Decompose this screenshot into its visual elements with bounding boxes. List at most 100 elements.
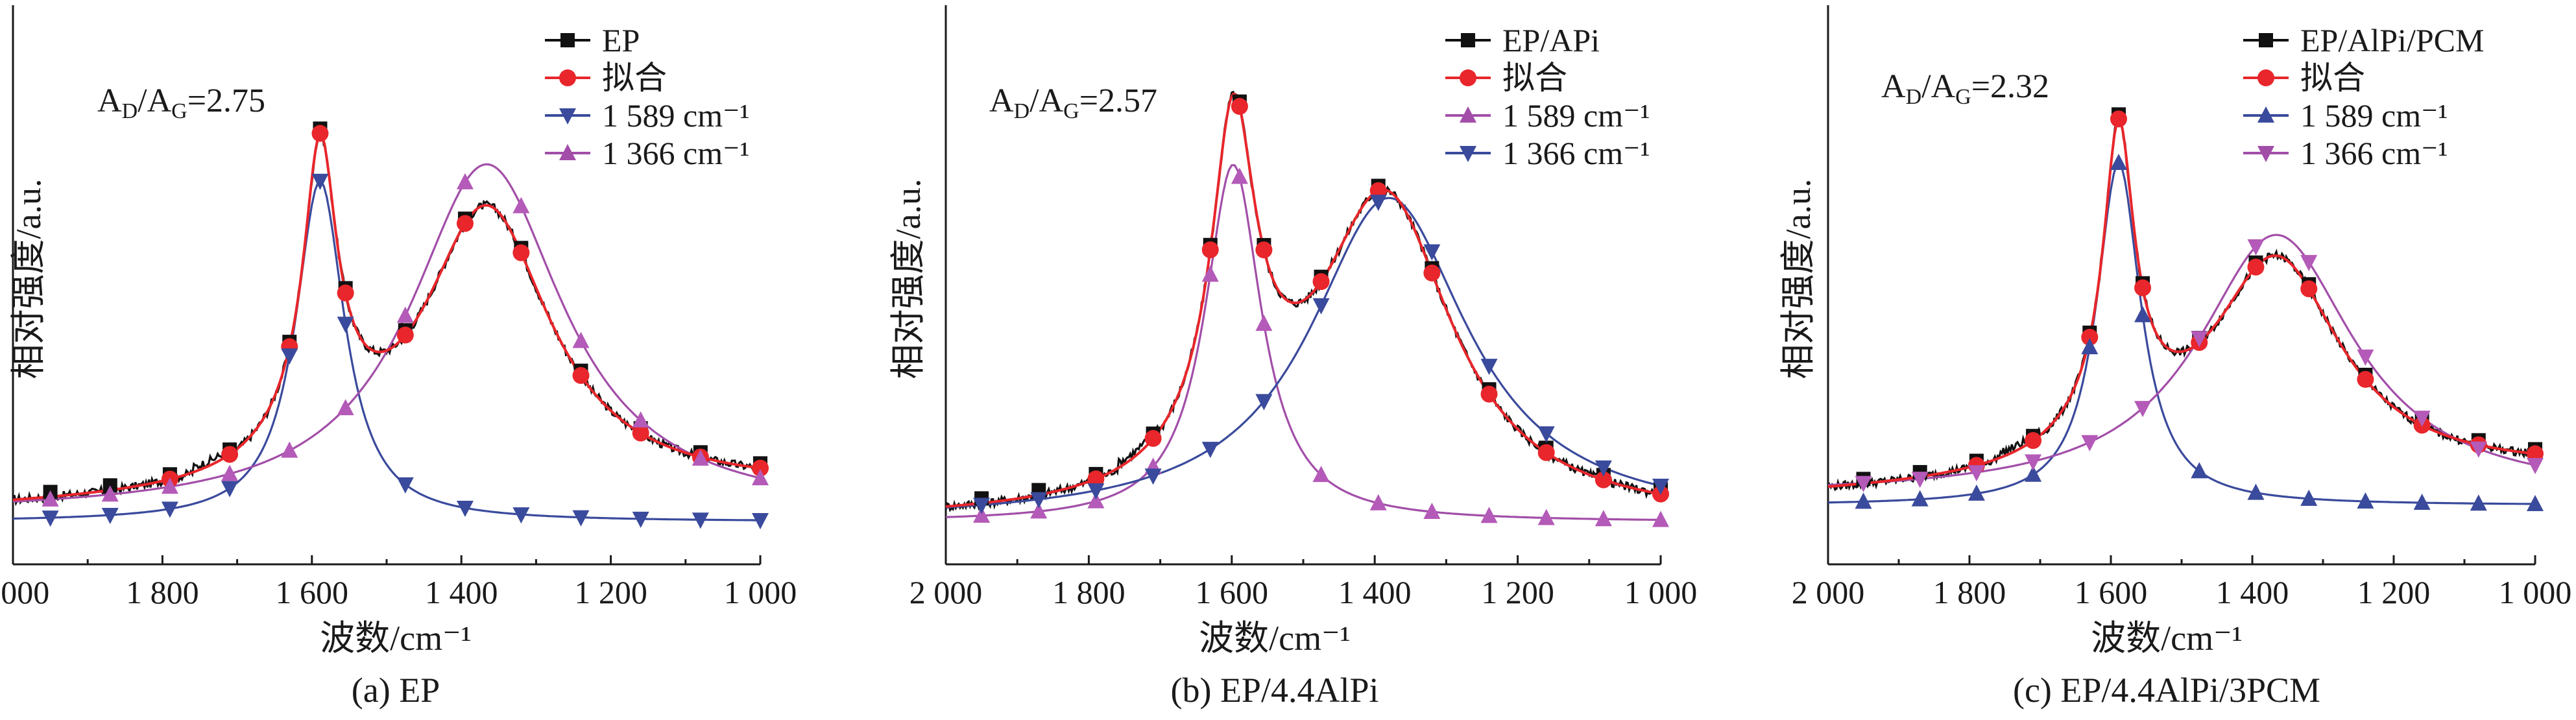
component-point [2081, 435, 2099, 451]
component-point [1255, 394, 1273, 411]
fit-point [1480, 385, 1498, 403]
fit-point [1537, 444, 1555, 461]
component-point [1030, 492, 1048, 509]
component-point [752, 469, 769, 486]
component-point [161, 501, 178, 518]
component-point [1855, 475, 1872, 492]
x-tick-label: 1 400 [1338, 574, 1412, 610]
legend-marker [2257, 69, 2274, 86]
panel-b: 2 000 1 800 1 600 1 400 1 200 1 000 相对强度/a.u.… [889, 5, 1697, 710]
component-point [281, 348, 298, 365]
component-point [1855, 492, 1872, 509]
fit-point [632, 424, 649, 442]
component-point [632, 411, 649, 428]
component-point [1537, 426, 1555, 443]
legend-marker [559, 69, 576, 86]
component-point [1369, 494, 1387, 510]
legend-label: EP [602, 22, 640, 58]
component-point [1201, 442, 1219, 459]
legend-marker [1460, 69, 1476, 86]
x-tick-label: 1 600 [2075, 574, 2148, 610]
legend-item: EP/APi [1445, 22, 1600, 58]
legend-label: EP/APi [1502, 22, 1600, 58]
x-tick-label: 1 200 [574, 574, 647, 610]
legend-label: 1 589 cm⁻¹ [1502, 97, 1650, 134]
legend-item: EP [545, 22, 640, 58]
x-tick-label: 1 400 [2216, 574, 2289, 610]
component-point [2081, 338, 2099, 355]
component-point [2357, 492, 2374, 509]
component-point [281, 441, 298, 458]
component-point [311, 173, 329, 190]
legend-label: 1 366 cm⁻¹ [1502, 135, 1650, 171]
component-point [2300, 255, 2318, 272]
fit-point [1231, 98, 1248, 115]
component-point [512, 197, 530, 213]
x-tick-label: 1 000 [2499, 574, 2572, 610]
panel-c-ratio: AD/AG=2.32 [1881, 68, 2049, 109]
x-tick-label: 1 400 [425, 574, 498, 610]
component-point [1312, 466, 1330, 483]
component-point [1312, 298, 1330, 315]
component-point [1144, 468, 1162, 485]
component-point [1480, 507, 1498, 523]
fit-line [1827, 116, 2535, 488]
component-point [221, 464, 239, 481]
panel-a: 2 000 1 800 1 600 1 400 1 200 1 000 相对强度/a.u.… [0, 5, 797, 710]
component-point [2413, 411, 2431, 427]
fit-point [1312, 273, 1330, 291]
x-tick-label: 1 000 [724, 574, 797, 610]
legend-label: 拟合 [2300, 60, 2365, 96]
component-point [1030, 502, 1048, 519]
legend-item: 拟合 [2243, 60, 2365, 96]
legend-label: 拟合 [1502, 60, 1567, 96]
fit-point [2110, 110, 2127, 128]
panel-c: 2 000 1 800 1 600 1 400 1 200 1 000 相对强度/a.u.… [1779, 5, 2571, 710]
panel-b-ratio: AD/AG=2.57 [989, 82, 1157, 123]
component-point [1537, 509, 1555, 525]
component-line-1 [1827, 234, 2536, 486]
legend-marker [559, 144, 576, 160]
legend-label: 拟合 [602, 60, 667, 96]
fit-point [1255, 241, 1273, 259]
fit-point [221, 446, 239, 463]
component-point [1911, 490, 1929, 507]
component-point [2300, 489, 2318, 506]
component-point [161, 477, 178, 494]
component-point [1423, 244, 1441, 261]
panel-c-ylabel: 相对强度/a.u. [1779, 179, 1818, 379]
panel-c-xlabel: 波数/cm⁻¹ [2091, 619, 2243, 658]
component-point [2527, 494, 2544, 511]
component-point [1968, 465, 1985, 482]
component-point [2191, 462, 2208, 479]
component-point [692, 512, 709, 529]
component-point [2470, 441, 2487, 458]
component-point [1595, 510, 1612, 527]
legend-item: 1 366 cm⁻¹ [545, 135, 749, 171]
legend-item: 1 589 cm⁻¹ [2243, 97, 2448, 134]
x-tick-label: 1 800 [1052, 574, 1125, 610]
fit-line [12, 131, 760, 501]
component-point [1968, 484, 1985, 501]
component-point [1911, 472, 1929, 488]
component-point [2025, 465, 2042, 482]
fit-point [1423, 264, 1441, 282]
fit-point [512, 244, 530, 261]
fit-point [396, 326, 414, 344]
component-point [973, 506, 991, 523]
panel-a-ylabel: 相对强度/a.u. [9, 179, 48, 379]
fit-point [2247, 258, 2265, 276]
component-point [2247, 239, 2265, 256]
legend-label: 1 366 cm⁻¹ [2300, 135, 2448, 171]
x-tick-label: 1 200 [2357, 574, 2431, 610]
x-tick-label: 1 000 [1624, 574, 1698, 610]
raw-spectrum-line [12, 127, 761, 507]
panel-a-ratio: AD/AG=2.75 [97, 82, 265, 123]
component-point [632, 511, 649, 528]
legend-marker [2257, 146, 2274, 162]
panel-a-xlabel: 波数/cm⁻¹ [320, 619, 472, 658]
component-point [1231, 167, 1248, 184]
